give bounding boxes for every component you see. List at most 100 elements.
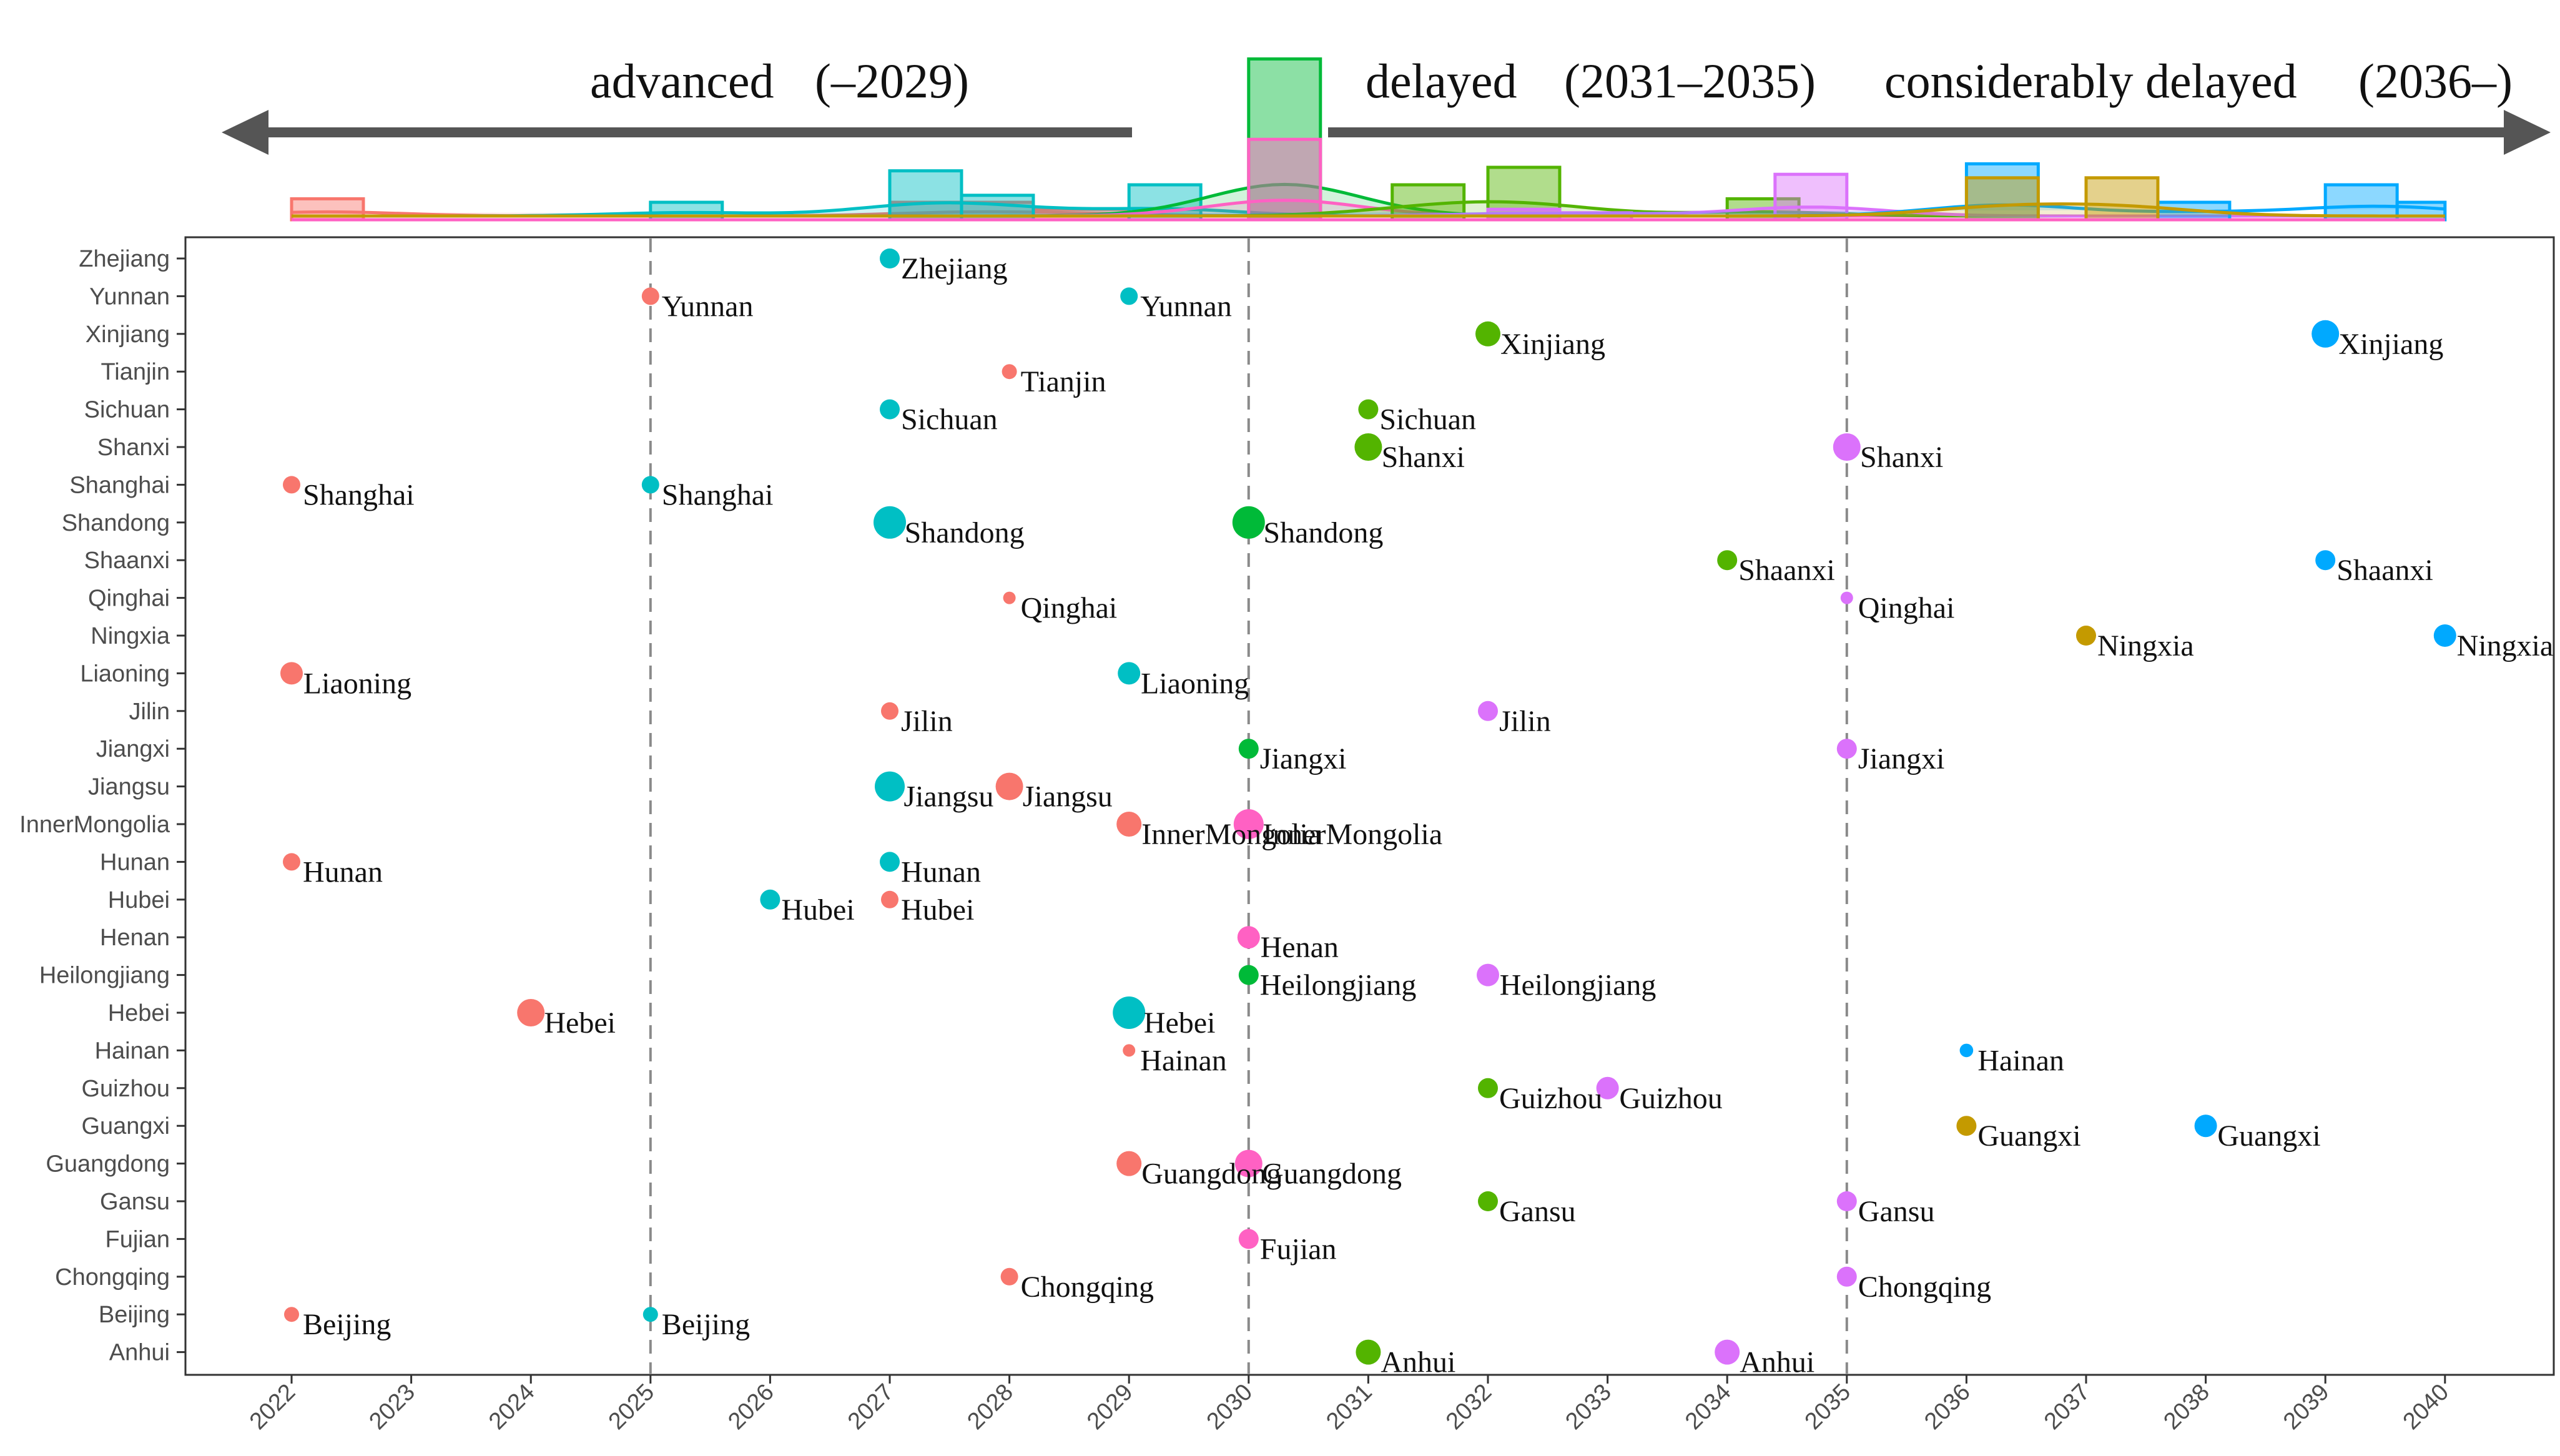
point-label-ningxia-2040-s7: Ningxia [2457, 629, 2554, 662]
point-label-gansu-2035-s5: Gansu [1858, 1195, 1935, 1228]
point-hainan-2036-s7 [1959, 1043, 1974, 1058]
point-label-liaoning-2022-s0: Liaoning [303, 667, 411, 700]
point-label-chongqing-2035-s5: Chongqing [1858, 1271, 1991, 1304]
timeline-arrows [222, 110, 2551, 155]
point-label-ningxia-2037-s6: Ningxia [2097, 629, 2194, 662]
x-tick-label-2030: 2030 [1202, 1379, 1258, 1435]
y-tick-label-hebei: Hebei [108, 1000, 170, 1026]
x-tick-label-2022: 2022 [245, 1379, 300, 1435]
point-jiangxi-2035-s5 [1836, 739, 1857, 759]
point-guizhou-2032-s4 [1478, 1078, 1498, 1098]
considerably-delayed-range-label: (2036–) [2358, 54, 2513, 108]
x-tick-label-2027: 2027 [843, 1379, 898, 1435]
point-label-beijing-2022-s0: Beijing [303, 1308, 391, 1341]
advanced-label: advanced [590, 54, 774, 108]
x-tick-label-2029: 2029 [1082, 1379, 1138, 1435]
point-yunnan-2025-s0 [641, 287, 659, 305]
y-tick-label-hubei: Hubei [108, 887, 170, 913]
point-qinghai-2035-s5 [1840, 591, 1853, 604]
point-beijing-2022-s0 [284, 1307, 299, 1322]
y-tick-label-gansu: Gansu [100, 1189, 170, 1215]
point-label-fujian-2030-s3: Fujian [1260, 1232, 1337, 1266]
marginal-histogram [290, 57, 2447, 222]
point-label-jiangxi-2030-s2: Jiangxi [1260, 742, 1347, 775]
point-xinjiang-2039-s7 [2311, 320, 2340, 348]
x-tick-label-2038: 2038 [2159, 1379, 2214, 1435]
point-label-guizhou-2033-s5: Guizhou [1619, 1082, 1722, 1115]
point-label-liaoning-2029-s1: Liaoning [1141, 667, 1249, 700]
point-gansu-2035-s5 [1836, 1191, 1857, 1211]
point-label-hunan-2022-s0: Hunan [303, 855, 383, 888]
x-tick-label-2036: 2036 [1919, 1379, 1975, 1435]
x-tick-label-2031: 2031 [1321, 1379, 1377, 1435]
point-jiangxi-2030-s2 [1238, 739, 1259, 759]
point-label-guangxi-2038-s7: Guangxi [2217, 1119, 2320, 1153]
point-label-shandong-2030-s2: Shandong [1263, 516, 1383, 549]
point-xinjiang-2032-s4 [1475, 321, 1500, 347]
x-tick-label-2035: 2035 [1800, 1379, 1856, 1435]
point-label-guangdong-2029-s0: Guangdong [1141, 1158, 1281, 1191]
point-shanxi-2035-s5 [1833, 433, 1861, 461]
x-tick-label-2033: 2033 [1560, 1379, 1616, 1435]
point-henan-2030-s3 [1237, 926, 1260, 949]
point-label-guangdong-2030-s3: Guangdong [1262, 1158, 1402, 1191]
point-yunnan-2029-s1 [1120, 287, 1138, 305]
x-tick-label-2040: 2040 [2398, 1379, 2454, 1435]
y-tick-label-shanxi: Shanxi [97, 435, 170, 461]
point-anhui-2031-s4 [1356, 1339, 1381, 1365]
point-shanghai-2022-s0 [283, 476, 300, 494]
advanced-arrowhead [222, 110, 268, 155]
x-tick-label-2037: 2037 [2039, 1379, 2095, 1435]
point-guangdong-2029-s0 [1116, 1151, 1142, 1176]
point-label-henan-2030-s3: Henan [1261, 931, 1339, 964]
point-liaoning-2029-s1 [1118, 662, 1141, 685]
point-zhejiang-2027-s1 [880, 248, 900, 268]
point-gansu-2032-s4 [1478, 1191, 1498, 1211]
advanced-range-label: (–2029) [815, 54, 969, 108]
hist-bar-4-1 [1486, 165, 1562, 222]
delayed-arrowhead [2504, 110, 2551, 155]
delayed-range-label: (2031–2035) [1564, 54, 1816, 108]
point-sichuan-2031-s4 [1358, 399, 1379, 420]
y-tick-label-heilongjiang: Heilongjiang [39, 963, 170, 989]
point-label-anhui-2034-s5: Anhui [1740, 1346, 1814, 1379]
hist-bar-3-0 [1247, 137, 1322, 222]
y-tick-label-jiangsu: Jiangsu [88, 774, 170, 800]
point-label-heilongjiang-2032-s5: Heilongjiang [1500, 969, 1657, 1002]
point-label-hebei-2029-s1: Hebei [1144, 1006, 1216, 1040]
point-label-yunnan-2029-s1: Yunnan [1140, 290, 1232, 323]
point-heilongjiang-2030-s2 [1238, 965, 1259, 985]
x-tick-label-2026: 2026 [723, 1379, 779, 1435]
point-shandong-2027-s1 [874, 506, 906, 539]
point-label-hubei-2027-s0: Hubei [901, 893, 974, 927]
point-label-jiangxi-2035-s5: Jiangxi [1858, 742, 1945, 775]
y-tick-label-tianjin: Tianjin [101, 359, 170, 385]
point-hunan-2022-s0 [283, 853, 300, 871]
point-guizhou-2033-s5 [1596, 1076, 1619, 1099]
y-tick-label-liaoning: Liaoning [80, 661, 170, 687]
point-sichuan-2027-s1 [880, 399, 900, 420]
point-hubei-2027-s0 [881, 890, 898, 908]
point-label-jilin-2032-s5: Jilin [1499, 705, 1551, 738]
point-label-guizhou-2032-s4: Guizhou [1499, 1082, 1602, 1115]
point-label-hunan-2027-s1: Hunan [901, 855, 981, 888]
y-tick-label-hunan: Hunan [100, 849, 170, 875]
point-hubei-2026-s1 [760, 889, 780, 910]
point-jilin-2032-s5 [1478, 701, 1498, 721]
y-tick-label-qinghai: Qinghai [88, 586, 170, 612]
point-hunan-2027-s1 [880, 852, 900, 872]
point-label-shanxi-2031-s4: Shanxi [1382, 441, 1465, 474]
point-label-sichuan-2027-s1: Sichuan [901, 403, 998, 436]
point-jilin-2027-s0 [881, 702, 898, 720]
point-guangxi-2038-s7 [2194, 1114, 2217, 1138]
point-label-chongqing-2028-s0: Chongqing [1021, 1271, 1154, 1304]
data-points [280, 248, 2456, 1365]
reference-lines [649, 239, 1848, 1374]
point-fujian-2030-s3 [1238, 1229, 1259, 1249]
point-label-yunnan-2025-s0: Yunnan [662, 290, 754, 323]
point-label-zhejiang-2027-s1: Zhejiang [901, 252, 1008, 285]
point-label-guangxi-2036-s6: Guangxi [1977, 1119, 2080, 1153]
timeline-labels: advanced (–2029) delayed (2031–2035) con… [590, 54, 2513, 108]
y-tick-label-innermongolia: InnerMongolia [19, 812, 170, 838]
point-label-shaanxi-2034-s4: Shaanxi [1738, 554, 1835, 587]
